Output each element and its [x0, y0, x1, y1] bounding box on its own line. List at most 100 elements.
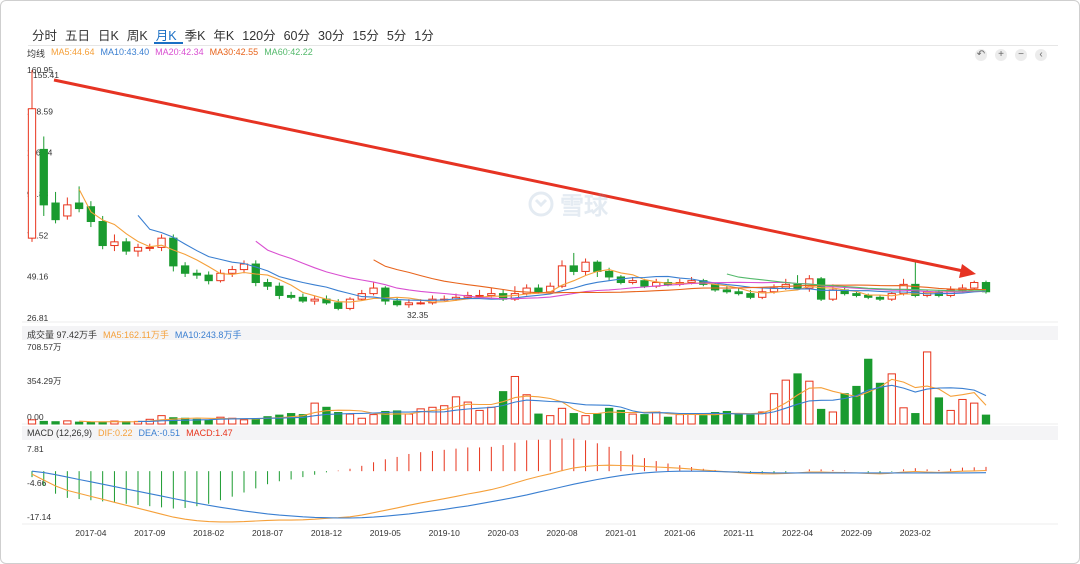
volume-bar: [546, 415, 555, 425]
price-tick-label: 71.52: [27, 230, 49, 240]
tab-2[interactable]: 日K: [98, 29, 119, 43]
volume-bar: [498, 391, 508, 425]
candle-body: [310, 298, 319, 302]
tab-9[interactable]: 30分: [318, 29, 345, 43]
candle-body: [522, 287, 531, 295]
macd-tick-label: 7.81: [27, 444, 44, 454]
volume-bar: [922, 351, 932, 425]
candle-body: [628, 280, 637, 284]
volume-bar: [958, 398, 967, 425]
volume-legend-title: 成交量 97.42万手: [27, 330, 98, 340]
candle-body: [875, 296, 885, 300]
x-tick-label: 2018-02: [193, 528, 224, 538]
candle-body: [51, 202, 60, 221]
candle-body: [369, 287, 378, 295]
undo-icon[interactable]: ↶: [975, 49, 987, 61]
x-tick-label: 2017-09: [134, 528, 165, 538]
candle-body: [852, 293, 861, 296]
volume-bar: [911, 413, 920, 425]
tab-1[interactable]: 五日: [65, 29, 91, 43]
macd-dif-line: [31, 464, 987, 523]
macd-legend-title: MACD (12,26,9): [27, 428, 93, 438]
candle-body: [946, 289, 955, 296]
tab-5[interactable]: 季K: [184, 29, 206, 43]
price-tick-label: 138.59: [27, 106, 53, 116]
candle-body: [192, 272, 202, 276]
candle-body: [298, 296, 308, 302]
volume-bar: [875, 382, 885, 425]
volume-bar: [722, 410, 732, 425]
volume-bar: [322, 406, 331, 425]
volume-ma10-label: MA10:243.8万手: [174, 330, 242, 340]
macd-dea-line: [31, 470, 987, 519]
tab-7[interactable]: 120分: [242, 29, 276, 43]
volume-bar: [581, 415, 590, 425]
volume-bar: [487, 406, 496, 425]
tab-10[interactable]: 15分: [352, 29, 379, 43]
volume-bar: [74, 421, 84, 425]
candle-body: [758, 291, 767, 298]
candle-body: [157, 237, 166, 248]
x-tick-label: 2019-10: [429, 528, 460, 538]
high-annotation: 155.41: [33, 70, 59, 80]
candle-body: [133, 246, 143, 252]
volume-bar: [39, 420, 48, 425]
candle-body: [63, 204, 72, 217]
candle-body: [145, 246, 154, 249]
ma30-label: MA30:42.55: [209, 47, 259, 57]
volume-bar: [946, 409, 955, 425]
volume-bar: [699, 415, 708, 425]
candle-body: [345, 298, 355, 309]
volume-bar: [416, 408, 425, 425]
x-tick-label: 2018-07: [252, 528, 283, 538]
x-tick-label: 2019-05: [370, 528, 401, 538]
tab-4[interactable]: 月K: [153, 22, 183, 44]
volume-bar: [604, 407, 614, 425]
candle-body: [216, 272, 225, 282]
ma5-label: MA5:44.64: [51, 47, 95, 57]
volume-bar: [63, 420, 72, 425]
candle-body: [864, 294, 873, 298]
x-tick-label: 2022-04: [782, 528, 813, 538]
tab-8[interactable]: 60分: [283, 29, 311, 43]
volume-bar: [734, 413, 743, 425]
zoom-in-icon[interactable]: +: [995, 49, 1007, 61]
volume-bar: [758, 411, 767, 425]
candle-body: [27, 108, 37, 239]
price-tick-label: 49.16: [27, 272, 49, 282]
volume-bar: [828, 411, 838, 425]
candle-body: [687, 280, 696, 284]
tab-6[interactable]: 年K: [213, 29, 235, 43]
tab-0[interactable]: 分时: [32, 29, 58, 43]
tab-11[interactable]: 5分: [386, 29, 407, 43]
tab-12[interactable]: 1分: [414, 29, 434, 43]
volume-bar: [275, 414, 284, 425]
volume-bar: [369, 414, 378, 425]
ma-legend: 均线 MA5:44.64 MA10:43.40 MA20:42.34 MA30:…: [27, 47, 313, 60]
candle-body: [734, 291, 743, 295]
volume-ma5-label: MA5:162.11万手: [103, 330, 169, 340]
volume-bar: [192, 418, 202, 425]
volume-bar: [781, 379, 790, 425]
candle-body: [487, 293, 496, 296]
volume-tick-label: 354.29万: [27, 376, 62, 386]
volume-bar: [381, 410, 390, 425]
chevron-left-icon[interactable]: ‹: [1035, 49, 1047, 61]
candle-body: [122, 241, 131, 252]
volume-bar: [593, 413, 602, 425]
macd-header-band: [22, 426, 1058, 440]
zoom-out-icon[interactable]: −: [1015, 49, 1027, 61]
candle-body: [169, 237, 178, 267]
macd-value-label: MACD:1.47: [186, 428, 233, 438]
candle-body: [887, 293, 896, 300]
ma60-line: [726, 273, 987, 292]
macd-tick-label: -4.66: [27, 478, 47, 488]
tab-3[interactable]: 周K: [126, 29, 148, 43]
volume-tick-label: 708.57万: [27, 342, 62, 352]
macd-legend: MACD (12,26,9) DIF:0.22 DEA:-0.51 MACD:1…: [27, 428, 233, 438]
volume-bar: [675, 414, 684, 425]
volume-bar: [793, 373, 802, 425]
candle-body: [275, 285, 284, 296]
